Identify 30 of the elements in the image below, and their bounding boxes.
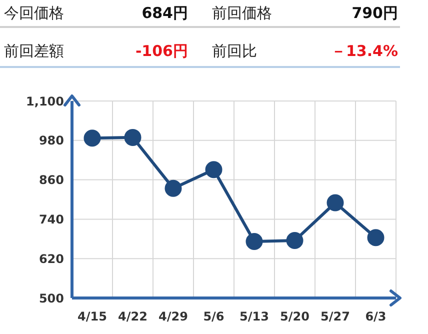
text: －13.4% [330, 42, 398, 60]
text: 790円 [352, 4, 398, 22]
point [367, 229, 384, 246]
y-tick-label: 860 [38, 173, 64, 188]
y-tick-label: 740 [38, 212, 64, 226]
point [326, 194, 344, 212]
text: 前回比 [212, 42, 257, 60]
x-tick-label: 5/27 [320, 310, 350, 324]
point [84, 130, 101, 147]
x-tick-label: 6/3 [365, 310, 386, 324]
text: 前回価格 [212, 4, 272, 22]
x-tick-label: 4/15 [78, 310, 107, 324]
text: 684円 [142, 4, 188, 22]
x-tick-label: 5/20 [280, 310, 310, 324]
x-tick-label: 5/13 [240, 310, 269, 324]
y-tick-label: 620 [38, 252, 64, 266]
point [286, 232, 304, 250]
y-tick-label: 980 [38, 134, 64, 148]
point [124, 128, 142, 146]
point [246, 233, 263, 250]
text: 今回価格 [4, 4, 64, 22]
y-tick-label: 500 [38, 291, 64, 306]
text: 前回差額 [4, 42, 64, 60]
text: -106円 [135, 42, 188, 60]
y-tick-label: 1,100 [26, 94, 64, 108]
x-tick-label: 5/6 [203, 310, 224, 324]
point [164, 180, 182, 197]
point [205, 161, 222, 178]
x-tick-label: 4/22 [118, 310, 148, 324]
x-tick-label: 4/29 [158, 310, 188, 324]
